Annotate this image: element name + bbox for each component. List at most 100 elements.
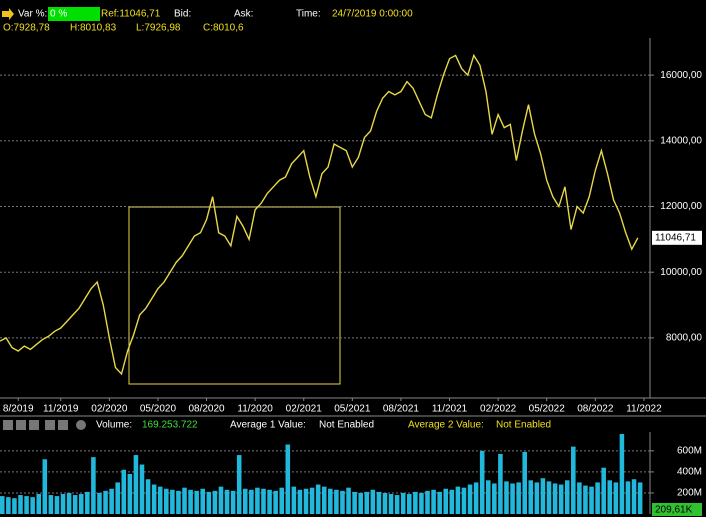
volume-bar xyxy=(388,494,394,514)
x-tick-label: 8/2019 xyxy=(3,404,34,415)
last-price-box xyxy=(652,230,702,245)
volume-bar xyxy=(121,469,127,514)
volume-bar xyxy=(504,481,509,514)
volume-bar xyxy=(206,491,212,514)
volume-bar xyxy=(564,480,570,514)
volume-bar xyxy=(485,480,491,514)
highlight-rect xyxy=(128,206,341,385)
x-tick-label: 11/2021 xyxy=(432,404,468,415)
volume-bar xyxy=(273,490,278,514)
volume-bar xyxy=(479,450,485,514)
volume-bar xyxy=(194,490,199,514)
button[interactable] xyxy=(29,420,39,430)
avg1-value: Not Enabled xyxy=(319,420,374,431)
volume-bar xyxy=(473,482,479,514)
ask: Ask: xyxy=(234,9,253,20)
panel-buttons[interactable] xyxy=(3,420,86,430)
volume-bar xyxy=(164,488,169,514)
volume-bar xyxy=(589,486,594,514)
volume-bar xyxy=(382,492,388,514)
y-tick-label: 14000,00 xyxy=(660,135,702,146)
volume-bar xyxy=(18,495,23,514)
volume-bar xyxy=(309,487,315,514)
volume-bar xyxy=(170,489,175,514)
volume-bar xyxy=(85,491,90,514)
volume-bar xyxy=(492,483,497,514)
volume-bar xyxy=(48,495,54,514)
volume-bar xyxy=(467,484,473,514)
volume-bar xyxy=(60,494,66,514)
volume-bar xyxy=(364,491,370,514)
volume-bar xyxy=(516,482,521,514)
volume-bar xyxy=(285,444,291,514)
y-tick-label: 8000,00 xyxy=(666,333,703,344)
bid: Bid: xyxy=(174,9,191,20)
volume-bar xyxy=(151,484,157,514)
volume-bar xyxy=(182,487,187,514)
volume-bar xyxy=(176,490,181,514)
volume-bar xyxy=(370,489,376,514)
button[interactable] xyxy=(45,420,55,430)
avg2-label: Average 2 Value: xyxy=(408,420,484,431)
volume-bar xyxy=(340,490,345,514)
volume-bar xyxy=(261,488,266,514)
last-volume-box xyxy=(652,503,702,516)
button[interactable] xyxy=(16,420,26,430)
volume-bar xyxy=(255,487,260,514)
volume-bar xyxy=(552,483,558,514)
volume-bar xyxy=(558,484,564,514)
volume-bar xyxy=(145,479,151,514)
volume-bar xyxy=(157,486,163,514)
last-volume-label: 209,61K xyxy=(655,505,693,516)
price-line xyxy=(0,53,639,376)
settings-button[interactable] xyxy=(76,420,86,430)
volume-bar xyxy=(109,488,114,514)
x-tick-label: 11/2022 xyxy=(626,404,662,415)
volume-bar xyxy=(534,482,540,514)
volume-bar xyxy=(249,489,254,514)
volume-bar xyxy=(394,495,400,514)
high: H:8010,83 xyxy=(70,23,117,34)
volume-bar xyxy=(188,489,193,514)
volume-bar xyxy=(115,482,120,514)
volume-bar xyxy=(42,459,48,514)
arrow-icon xyxy=(2,8,14,20)
volume-bar xyxy=(413,491,418,514)
volume-bar xyxy=(528,480,534,514)
volume-bar xyxy=(127,474,133,514)
volume-bar xyxy=(78,494,84,514)
volume-bar xyxy=(54,496,60,514)
button[interactable] xyxy=(3,420,13,430)
volume-bar xyxy=(407,494,412,514)
var-box xyxy=(48,7,100,21)
y-tick-label: 12000,00 xyxy=(660,201,702,212)
var-label: Var %: xyxy=(18,9,47,20)
volume-bar xyxy=(431,489,436,514)
volume-bar xyxy=(97,492,102,514)
volume-bar xyxy=(522,451,527,514)
volume-bar xyxy=(571,446,576,514)
volume-bar xyxy=(540,478,546,514)
var-value: 0 % xyxy=(50,9,67,20)
volume-bar xyxy=(510,483,515,514)
y-tick-label: 400M xyxy=(677,467,702,478)
button[interactable] xyxy=(58,420,68,430)
close: C:8010,6 xyxy=(203,23,244,34)
volume-bar xyxy=(461,487,467,514)
volume-bar xyxy=(443,488,449,514)
volume-bar xyxy=(30,497,35,514)
y-tick-label: 200M xyxy=(677,488,702,499)
volume-bar xyxy=(546,481,552,514)
low: L:7926,98 xyxy=(136,23,181,34)
volume-bar xyxy=(352,491,357,514)
volume-bar xyxy=(230,490,236,514)
volume-bar xyxy=(24,496,29,514)
x-tick-label: 11/2019 xyxy=(43,404,79,415)
x-tick-label: 05/2022 xyxy=(529,404,566,415)
volume-bar xyxy=(291,486,297,514)
volume-bar xyxy=(400,492,406,514)
volume-bar xyxy=(133,455,139,514)
x-tick-label: 11/2020 xyxy=(237,404,273,415)
x-tick-label: 02/2021 xyxy=(286,404,323,415)
